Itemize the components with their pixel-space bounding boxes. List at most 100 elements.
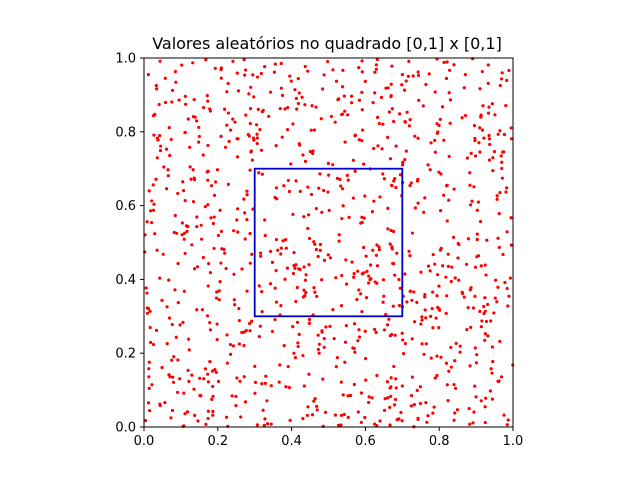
scatter-point xyxy=(296,344,300,349)
y-tick-label: 0.8 xyxy=(115,125,136,140)
scatter-point xyxy=(293,266,297,270)
scatter-point xyxy=(403,120,407,124)
scatter-point xyxy=(363,357,368,361)
scatter-point xyxy=(237,319,241,323)
scatter-point xyxy=(412,320,417,324)
scatter-point xyxy=(216,379,221,384)
scatter-point xyxy=(245,217,249,222)
scatter-point xyxy=(367,395,371,399)
scatter-point xyxy=(352,382,356,387)
scatter-point xyxy=(496,379,500,384)
scatter-point xyxy=(335,356,339,360)
scatter-point xyxy=(315,294,319,299)
scatter-point xyxy=(205,314,210,318)
scatter-point xyxy=(166,174,170,178)
scatter-point xyxy=(500,77,504,81)
scatter-point xyxy=(360,220,364,225)
scatter-point xyxy=(155,156,159,160)
scatter-point xyxy=(402,88,407,92)
scatter-point xyxy=(357,98,362,102)
scatter-point xyxy=(426,264,431,268)
scatter-point xyxy=(285,266,289,270)
scatter-point xyxy=(322,258,327,262)
scatter-point xyxy=(219,134,223,138)
scatter-point xyxy=(362,245,366,250)
scatter-point xyxy=(315,408,319,412)
scatter-point xyxy=(468,171,472,175)
scatter-point xyxy=(427,72,431,76)
scatter-point xyxy=(187,348,191,352)
scatter-point xyxy=(444,275,448,279)
scatter-point xyxy=(201,153,205,157)
scatter-point xyxy=(294,263,298,267)
scatter-point xyxy=(404,149,408,153)
scatter-point xyxy=(475,255,479,259)
scatter-point xyxy=(201,105,206,110)
scatter-point xyxy=(245,193,249,197)
scatter-point xyxy=(498,83,502,88)
scatter-point xyxy=(394,144,398,148)
scatter-point xyxy=(356,339,360,343)
scatter-point xyxy=(484,273,488,277)
scatter-point xyxy=(364,295,369,300)
scatter-point xyxy=(345,173,349,177)
scatter-point xyxy=(161,252,165,256)
scatter-point xyxy=(377,245,381,249)
scatter-point xyxy=(249,85,253,89)
scatter-point xyxy=(211,221,215,226)
scatter-point xyxy=(442,193,446,197)
scatter-point xyxy=(447,198,451,202)
scatter-point xyxy=(294,299,298,304)
scatter-point xyxy=(411,74,415,78)
scatter-point xyxy=(481,104,485,108)
scatter-point xyxy=(433,138,437,142)
scatter-point xyxy=(343,109,347,113)
scatter-point xyxy=(192,98,196,102)
scatter-point xyxy=(192,267,197,271)
scatter-point xyxy=(338,177,342,182)
scatter-point xyxy=(216,233,220,238)
scatter-point xyxy=(390,64,394,68)
scatter-point xyxy=(334,79,339,83)
scatter-point xyxy=(389,93,393,98)
scatter-point xyxy=(417,98,421,102)
scatter-point xyxy=(286,178,290,183)
scatter-point xyxy=(184,102,188,106)
scatter-point xyxy=(189,177,193,181)
scatter-point xyxy=(265,422,270,426)
scatter-point xyxy=(433,150,437,154)
scatter-point xyxy=(174,335,178,339)
scatter-point xyxy=(197,125,201,130)
scatter-point xyxy=(222,247,226,251)
scatter-point xyxy=(360,90,364,94)
scatter-point xyxy=(367,400,371,405)
scatter-point xyxy=(457,278,461,282)
scatter-point xyxy=(416,416,420,420)
scatter-point xyxy=(363,415,367,420)
scatter-point xyxy=(208,360,212,364)
scatter-point xyxy=(192,178,197,182)
scatter-point xyxy=(159,144,163,148)
scatter-point xyxy=(175,390,180,394)
scatter-point xyxy=(468,183,472,187)
scatter-point xyxy=(147,367,151,371)
scatter-point xyxy=(357,65,361,70)
scatter-point xyxy=(312,286,316,290)
scatter-point xyxy=(148,408,152,413)
scatter-point xyxy=(306,226,310,231)
scatter-point xyxy=(466,237,471,241)
scatter-point xyxy=(274,300,279,304)
scatter-point xyxy=(392,229,396,234)
scatter-point xyxy=(183,130,187,135)
scatter-point xyxy=(268,282,273,286)
scatter-point xyxy=(357,335,362,339)
scatter-point xyxy=(248,231,252,236)
scatter-point xyxy=(147,386,151,390)
scatter-point xyxy=(235,155,240,159)
scatter-point xyxy=(346,178,350,182)
scatter-point xyxy=(458,344,462,348)
scatter-point xyxy=(257,334,261,339)
scatter-point xyxy=(430,306,434,311)
scatter-point xyxy=(303,159,308,164)
